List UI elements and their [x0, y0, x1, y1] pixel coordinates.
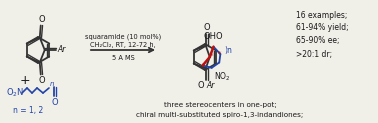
- Text: chiral multi-substituted spiro-1,3-indandiones;: chiral multi-substituted spiro-1,3-indan…: [136, 112, 304, 118]
- Text: >20:1 dr;: >20:1 dr;: [296, 49, 332, 59]
- Text: n = 1, 2: n = 1, 2: [13, 106, 43, 115]
- Text: 65-90% ee;: 65-90% ee;: [296, 37, 339, 46]
- Text: Ar: Ar: [206, 82, 215, 91]
- Text: O: O: [203, 23, 210, 32]
- Text: NO$_2$: NO$_2$: [214, 71, 230, 83]
- Text: 61-94% yield;: 61-94% yield;: [296, 23, 349, 32]
- Text: O: O: [197, 82, 204, 91]
- Text: squaramide (10 mol%): squaramide (10 mol%): [85, 34, 161, 40]
- Text: )n: )n: [225, 46, 232, 55]
- Text: *: *: [210, 53, 214, 59]
- Text: OHO: OHO: [204, 32, 223, 41]
- Text: O: O: [52, 98, 58, 107]
- Text: O$_2$N: O$_2$N: [6, 87, 24, 99]
- Text: n: n: [50, 81, 54, 87]
- Text: *: *: [218, 51, 221, 57]
- Text: *: *: [202, 62, 205, 68]
- Text: O: O: [39, 76, 45, 85]
- Text: CH₂Cl₂, RT, 12-72 h,: CH₂Cl₂, RT, 12-72 h,: [90, 42, 156, 48]
- Text: 5 A MS: 5 A MS: [112, 55, 134, 61]
- Text: Ar: Ar: [58, 46, 66, 54]
- Text: +: +: [20, 75, 30, 87]
- Text: 16 examples;: 16 examples;: [296, 10, 347, 20]
- Text: three stereocenters in one-pot;: three stereocenters in one-pot;: [164, 102, 276, 108]
- Text: O: O: [39, 15, 45, 24]
